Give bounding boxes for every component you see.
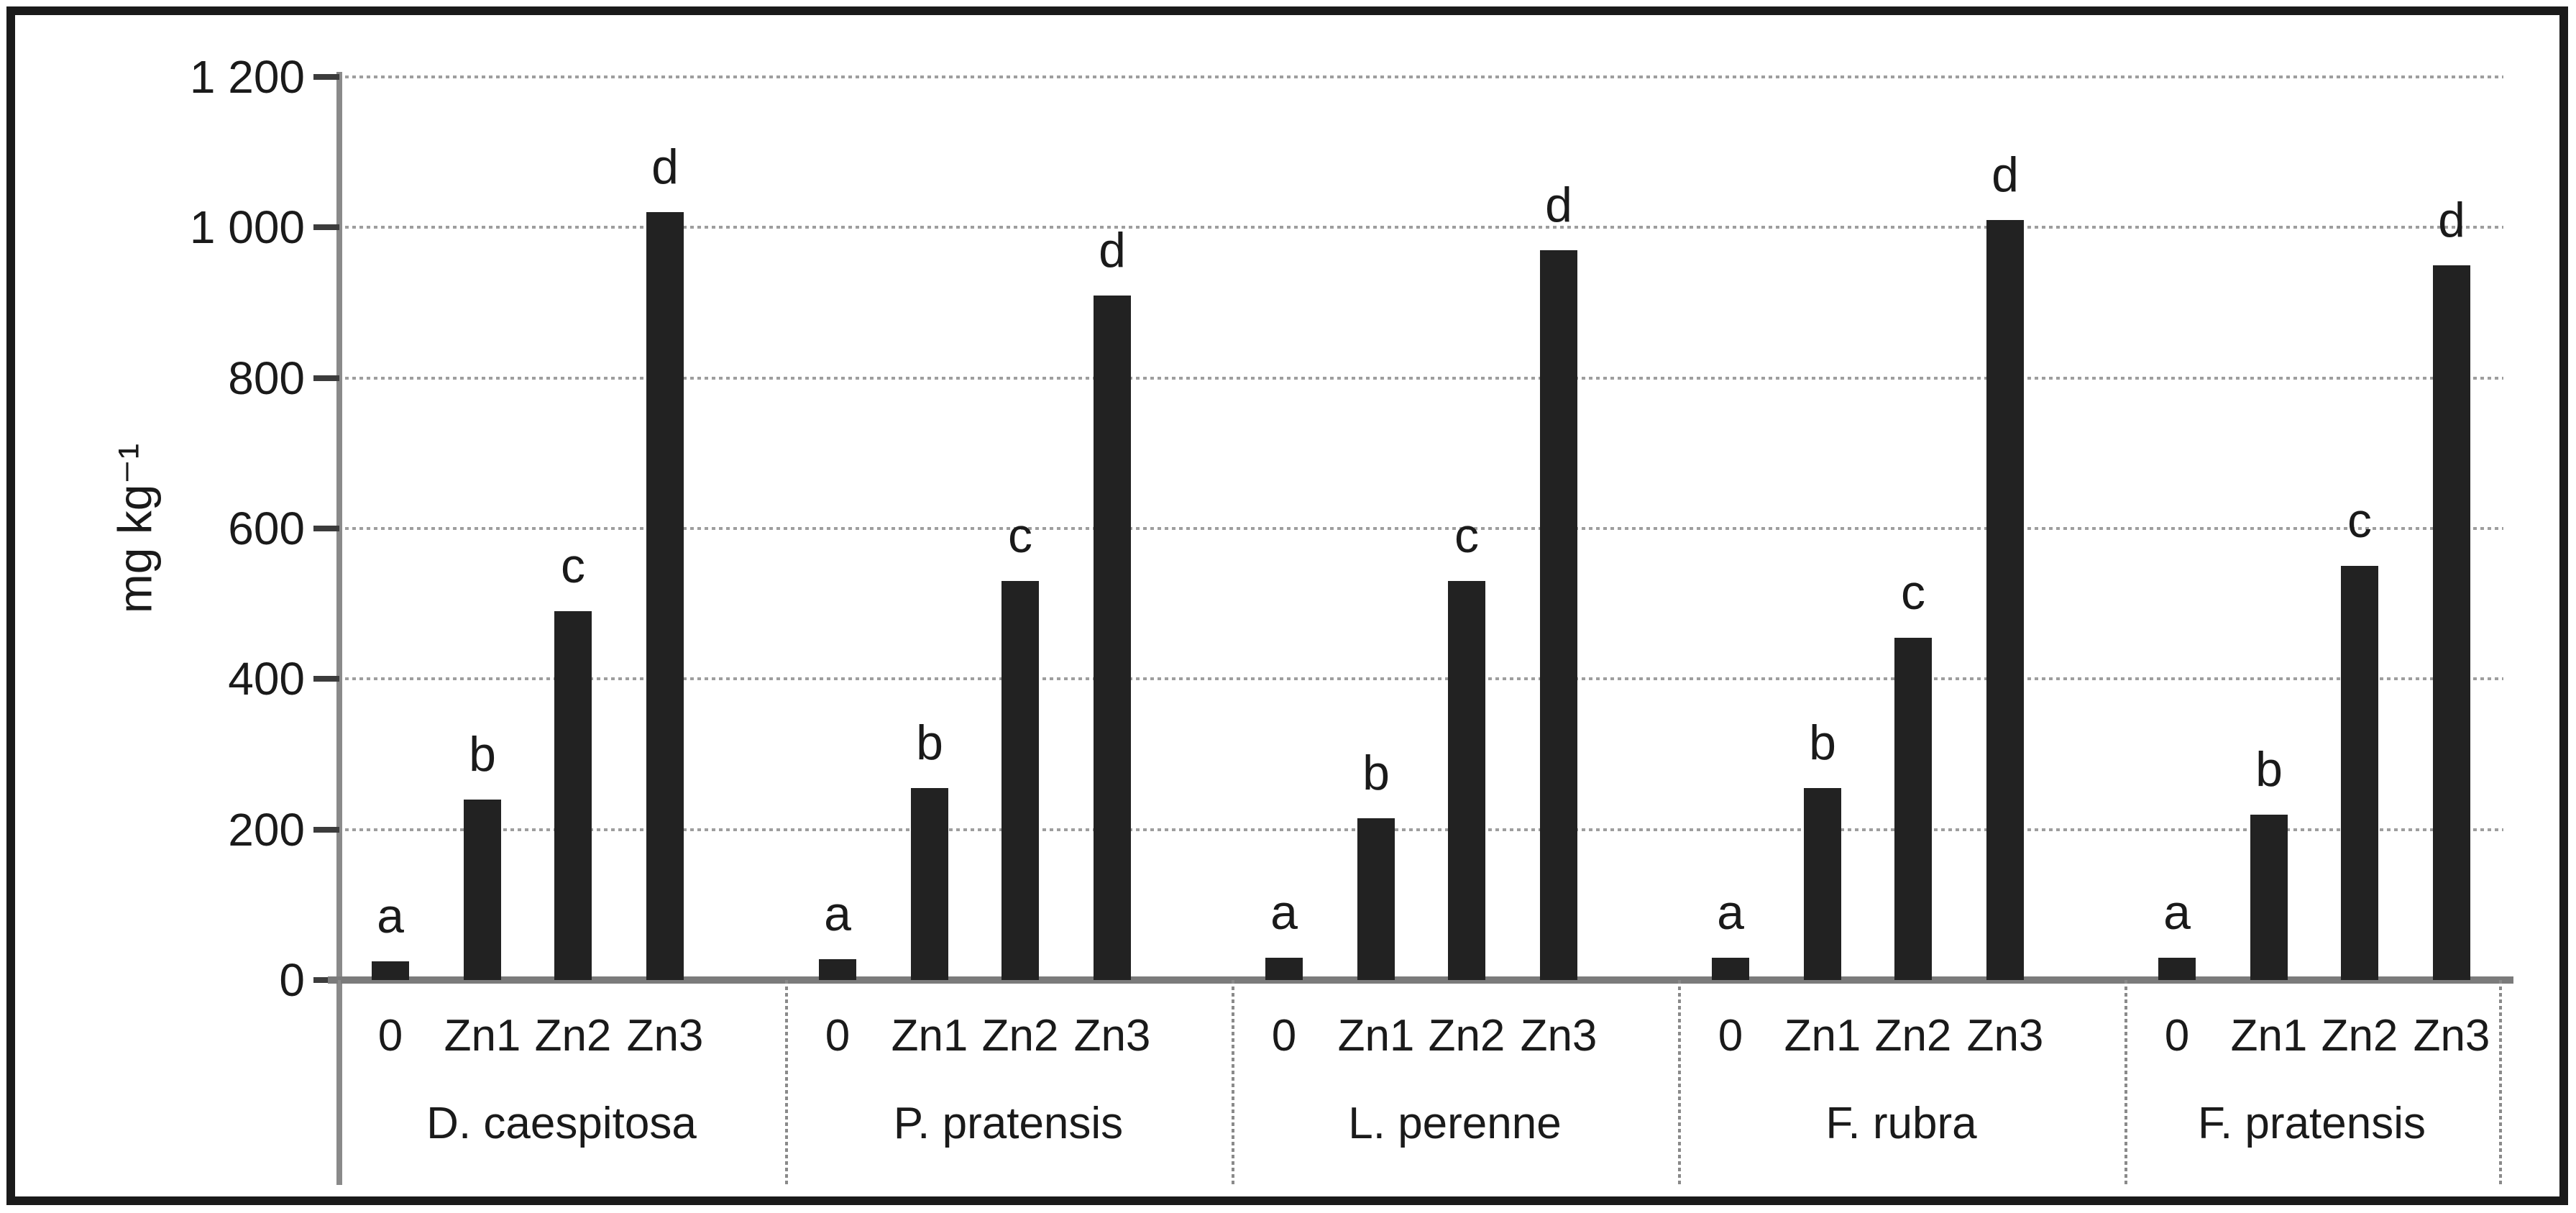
y-tick-label: 1 000 [189, 201, 305, 254]
x-axis-baseline [328, 976, 2513, 984]
y-tick-label: 600 [228, 503, 305, 554]
x-tick-label-treatment: Zn2 [534, 1011, 612, 1061]
y-axis-tick [313, 74, 339, 80]
significance-letter: a [2163, 884, 2191, 940]
bar [464, 799, 501, 980]
significance-letter: c [2347, 493, 2372, 549]
significance-letter: b [469, 726, 496, 782]
bar [2158, 957, 2196, 980]
group-separator [1678, 980, 1681, 1185]
bar [1265, 957, 1303, 980]
y-axis-tick [313, 676, 339, 682]
y-axis-tick [313, 375, 339, 381]
y-tick-label: 200 [228, 803, 305, 856]
bar [911, 788, 948, 980]
y-axis-tick [313, 526, 339, 531]
bar [2250, 814, 2288, 980]
significance-letter: b [1809, 715, 1836, 771]
x-tick-label-treatment: Zn1 [1337, 1011, 1415, 1061]
x-tick-label-treatment: 0 [2164, 1011, 2190, 1061]
bar [1540, 250, 1577, 980]
bar [1001, 581, 1039, 980]
y-tick-label: 1 200 [189, 51, 305, 103]
significance-letter: b [1362, 745, 1390, 800]
group-separator [2124, 980, 2127, 1185]
bar [819, 958, 856, 980]
bar [1986, 219, 2024, 980]
x-tick-label-treatment: Zn3 [2413, 1011, 2490, 1061]
group-separator [2499, 980, 2502, 1185]
bar [2341, 566, 2378, 980]
x-tick-label-species: F. pratensis [2197, 1099, 2426, 1148]
significance-letter: d [1545, 177, 1572, 232]
y-tick-label: 800 [228, 352, 305, 404]
x-tick-label-treatment: Zn1 [444, 1011, 521, 1061]
significance-letter: d [1991, 147, 2019, 202]
bar [646, 212, 684, 980]
bar [1448, 581, 1485, 980]
x-tick-label-treatment: Zn3 [1520, 1011, 1598, 1061]
x-tick-label-treatment: Zn3 [1073, 1011, 1151, 1061]
significance-letter: d [1099, 222, 1126, 278]
x-tick-label-species: L. perenne [1348, 1099, 1562, 1148]
y-axis-tick [313, 977, 339, 983]
significance-letter: a [377, 888, 404, 943]
x-tick-label-treatment: Zn2 [981, 1011, 1059, 1061]
significance-letter: d [2438, 192, 2465, 247]
bar [372, 961, 409, 980]
bar [2433, 265, 2470, 980]
significance-letter: c [561, 539, 585, 594]
y-axis-tick [313, 224, 339, 231]
bar [1357, 818, 1395, 980]
gridline [338, 376, 2503, 380]
x-tick-label-treatment: 0 [1271, 1011, 1297, 1061]
x-tick-label-treatment: Zn1 [891, 1011, 968, 1061]
gridline [338, 527, 2503, 530]
bar [554, 611, 592, 980]
significance-letter: a [1717, 884, 1744, 940]
significance-letter: c [1008, 508, 1032, 564]
y-axis-title: mg kg⁻¹ [108, 443, 162, 614]
x-tick-label-treatment: Zn2 [2321, 1011, 2398, 1061]
x-tick-label-treatment: Zn3 [1966, 1011, 2044, 1061]
gridline [338, 677, 2503, 681]
x-tick-label-treatment: Zn3 [626, 1011, 704, 1061]
x-tick-label-treatment: 0 [825, 1011, 851, 1061]
significance-letter: c [1454, 508, 1479, 564]
bar [1712, 957, 1749, 980]
bar [1894, 637, 1932, 980]
x-tick-label-species: D. caespitosa [426, 1099, 697, 1148]
gridline [338, 226, 2503, 229]
x-tick-label-treatment: 0 [377, 1011, 403, 1061]
group-separator [338, 980, 341, 1185]
gridline [338, 75, 2503, 78]
x-tick-label-species: F. rubra [1825, 1099, 1977, 1148]
significance-letter: b [916, 715, 943, 771]
bar [1094, 295, 1131, 980]
x-tick-label-treatment: Zn1 [1784, 1011, 1861, 1061]
significance-letter: b [2255, 741, 2283, 797]
y-tick-label: 0 [279, 954, 305, 1006]
significance-letter: a [824, 886, 851, 941]
y-axis-tick [313, 826, 339, 833]
significance-letter: a [1270, 884, 1298, 940]
significance-letter: d [651, 139, 679, 195]
x-tick-label-species: P. pratensis [893, 1099, 1124, 1148]
gridline [338, 828, 2503, 831]
group-separator [1232, 980, 1234, 1185]
significance-letter: c [1901, 564, 1925, 620]
y-tick-label: 400 [228, 653, 305, 705]
x-tick-label-treatment: Zn2 [1428, 1011, 1505, 1061]
x-tick-label-treatment: Zn1 [2230, 1011, 2308, 1061]
bar [1804, 788, 1841, 980]
group-separator [785, 980, 788, 1185]
y-axis-line [336, 72, 342, 1185]
x-tick-label-treatment: 0 [1718, 1011, 1743, 1061]
x-tick-label-treatment: Zn2 [1874, 1011, 1952, 1061]
